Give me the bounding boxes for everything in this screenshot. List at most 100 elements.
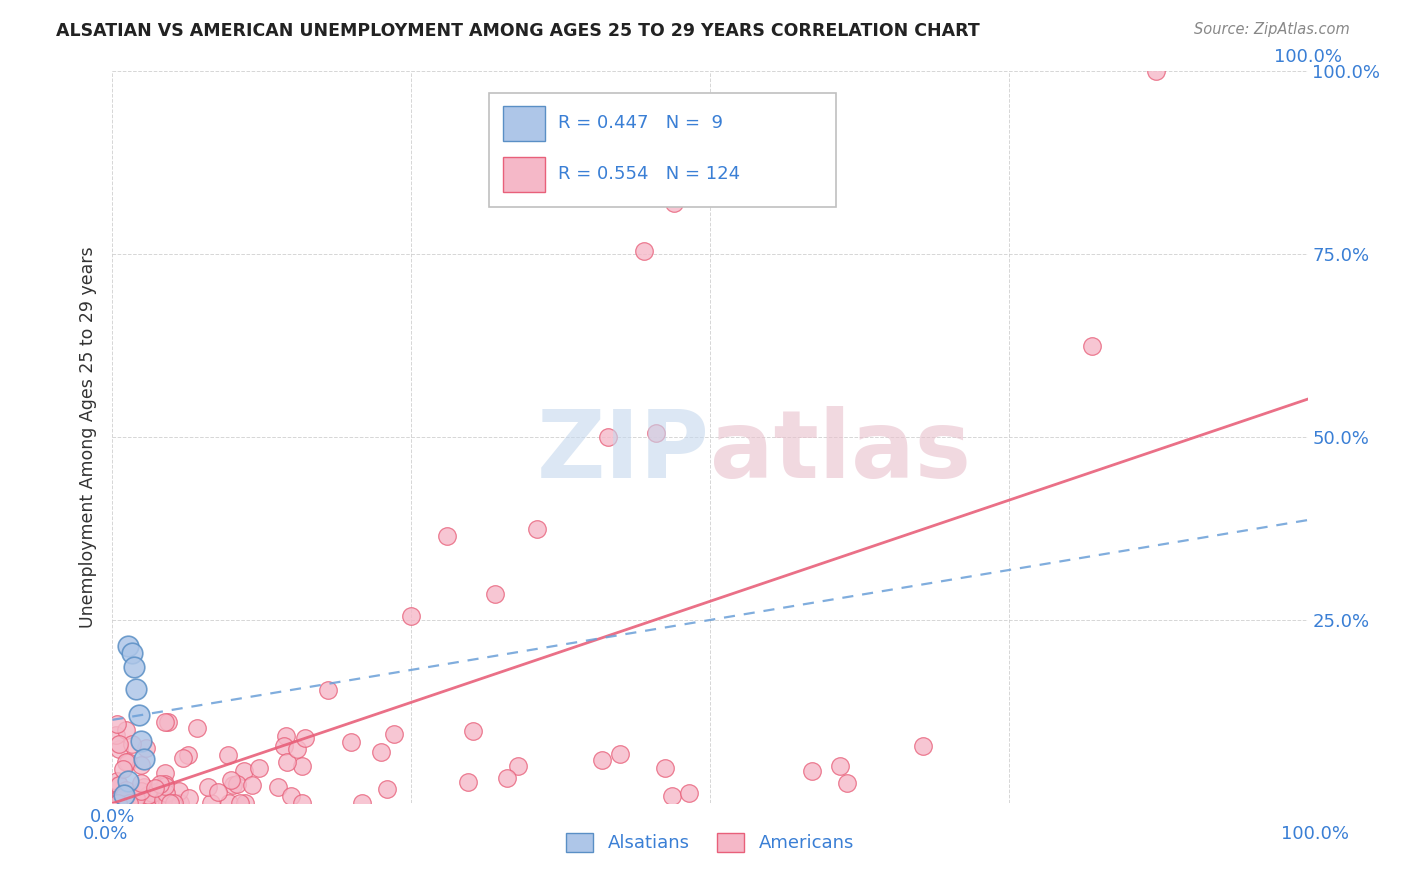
- Point: [207, 785, 229, 799]
- Point: [240, 778, 263, 792]
- Point: [111, 762, 134, 776]
- Point: [274, 729, 297, 743]
- Point: [436, 529, 458, 543]
- FancyBboxPatch shape: [489, 94, 835, 207]
- Point: [633, 244, 655, 258]
- Point: [219, 772, 242, 787]
- Point: [135, 796, 157, 810]
- Point: [229, 796, 252, 810]
- Point: [104, 793, 127, 807]
- Point: [136, 790, 159, 805]
- Point: [177, 747, 200, 762]
- Point: [155, 796, 177, 810]
- Point: [105, 795, 128, 809]
- Point: [108, 741, 131, 756]
- Point: [152, 793, 174, 807]
- Text: ALSATIAN VS AMERICAN UNEMPLOYMENT AMONG AGES 25 TO 29 YEARS CORRELATION CHART: ALSATIAN VS AMERICAN UNEMPLOYMENT AMONG …: [56, 22, 980, 40]
- Point: [107, 778, 129, 792]
- Point: [911, 739, 934, 754]
- Point: [664, 196, 686, 211]
- Point: [591, 753, 613, 767]
- Point: [129, 776, 152, 790]
- Point: [121, 737, 143, 751]
- Point: [120, 796, 142, 810]
- Point: [291, 796, 314, 810]
- Point: [114, 789, 135, 803]
- Point: [108, 790, 131, 805]
- Point: [316, 682, 339, 697]
- Point: [135, 796, 157, 810]
- Legend: Alsatians, Americans: Alsatians, Americans: [560, 826, 860, 860]
- Point: [150, 796, 173, 810]
- Point: [145, 785, 167, 799]
- Text: Source: ZipAtlas.com: Source: ZipAtlas.com: [1194, 22, 1350, 37]
- Point: [526, 521, 548, 535]
- Point: [125, 682, 148, 697]
- Point: [129, 733, 152, 747]
- Point: [370, 745, 392, 759]
- Point: [218, 796, 240, 810]
- Point: [112, 789, 135, 803]
- Point: [339, 735, 361, 749]
- Point: [159, 796, 181, 810]
- Point: [117, 773, 139, 788]
- Point: [382, 727, 405, 741]
- Point: [167, 784, 190, 798]
- Point: [598, 430, 620, 444]
- Point: [107, 778, 129, 792]
- Point: [114, 723, 136, 738]
- Point: [678, 786, 700, 800]
- Point: [135, 741, 157, 756]
- Point: [285, 742, 308, 756]
- Point: [197, 780, 219, 795]
- Point: [294, 731, 316, 745]
- Point: [112, 793, 135, 807]
- Text: atlas: atlas: [710, 406, 972, 498]
- Point: [169, 796, 191, 810]
- Point: [107, 796, 129, 810]
- Text: 100.0%: 100.0%: [1281, 825, 1348, 843]
- Point: [609, 747, 631, 762]
- Point: [247, 761, 270, 775]
- Point: [124, 790, 146, 805]
- Point: [131, 795, 153, 809]
- Point: [291, 759, 314, 773]
- Point: [125, 790, 148, 805]
- Point: [156, 796, 179, 810]
- Point: [457, 774, 479, 789]
- Point: [117, 756, 139, 770]
- Text: R = 0.554   N = 124: R = 0.554 N = 124: [558, 165, 741, 183]
- Point: [114, 793, 136, 807]
- Point: [830, 759, 852, 773]
- Point: [1081, 338, 1104, 352]
- Point: [117, 639, 139, 653]
- Point: [267, 780, 290, 795]
- Point: [107, 792, 129, 806]
- Point: [145, 785, 167, 799]
- Point: [835, 776, 858, 790]
- Point: [107, 792, 129, 806]
- Point: [157, 796, 180, 810]
- Point: [129, 757, 152, 772]
- Point: [401, 609, 423, 624]
- Point: [235, 796, 257, 810]
- Text: ZIP: ZIP: [537, 406, 710, 498]
- FancyBboxPatch shape: [503, 106, 546, 141]
- Point: [172, 751, 194, 765]
- Point: [111, 791, 134, 805]
- Point: [350, 796, 373, 810]
- Point: [155, 777, 177, 791]
- Point: [1144, 64, 1167, 78]
- Point: [143, 780, 166, 795]
- Point: [132, 752, 155, 766]
- Point: [226, 777, 249, 791]
- Point: [118, 796, 141, 810]
- Point: [132, 796, 155, 810]
- Point: [136, 788, 159, 802]
- Point: [177, 791, 200, 805]
- Point: [232, 764, 254, 778]
- Point: [128, 708, 150, 723]
- Point: [111, 792, 134, 806]
- Point: [105, 774, 128, 789]
- Point: [149, 777, 172, 791]
